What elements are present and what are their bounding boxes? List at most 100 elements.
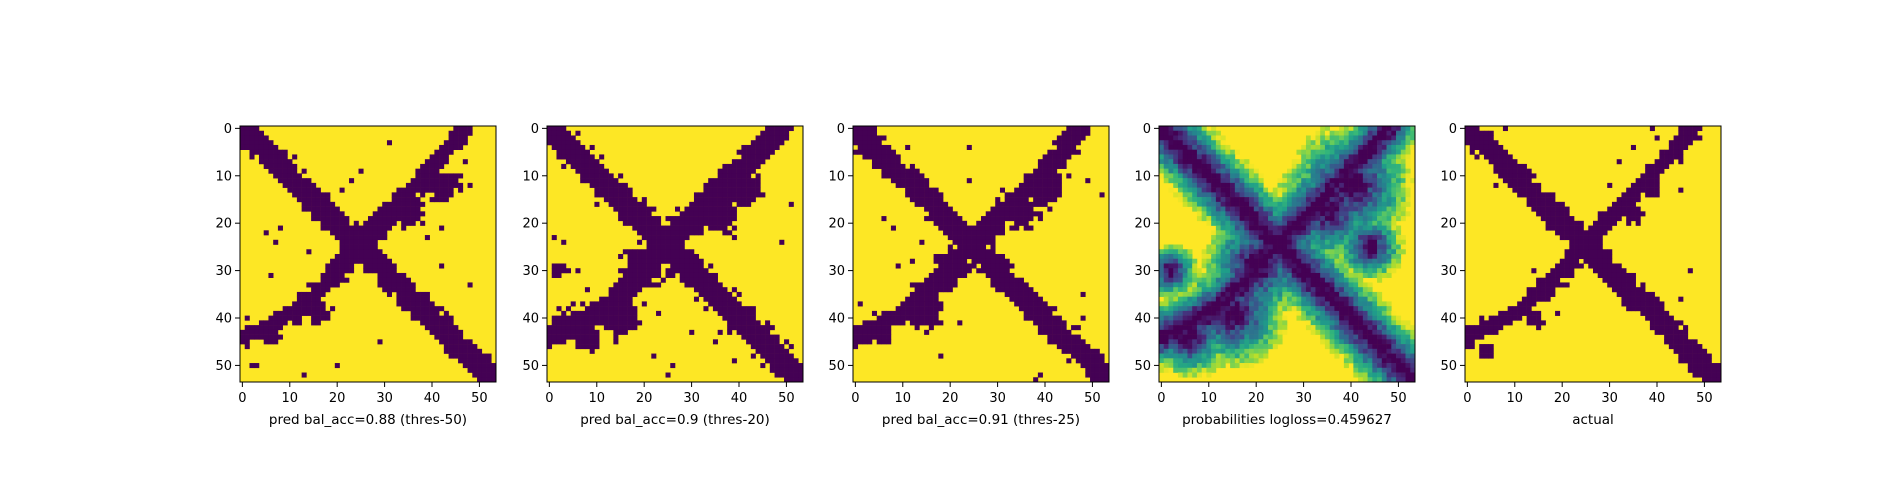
heatmap-cell <box>1159 130 1165 136</box>
heatmap-cell <box>1192 348 1198 354</box>
heatmap-cell <box>603 296 609 302</box>
heatmap-cell <box>570 301 576 307</box>
heatmap-cell <box>1230 159 1236 165</box>
heatmap-cell <box>1400 244 1406 250</box>
heatmap-cell <box>1305 291 1311 297</box>
heatmap-cell <box>736 325 742 331</box>
heatmap-cell <box>1187 130 1193 136</box>
heatmap-cell <box>1339 348 1345 354</box>
heatmap-cell <box>1206 182 1212 188</box>
heatmap-cell <box>1009 282 1015 288</box>
heatmap-cell <box>1396 334 1402 340</box>
heatmap-cell <box>580 310 586 316</box>
heatmap-cell <box>895 320 901 326</box>
x-tick-label: 30 <box>376 391 393 406</box>
heatmap-cell <box>1396 182 1402 188</box>
heatmap-cell <box>325 197 331 203</box>
heatmap-cell <box>386 263 392 269</box>
heatmap-cell <box>429 329 435 335</box>
heatmap-cell <box>1296 277 1302 283</box>
heatmap-cell <box>306 291 312 297</box>
heatmap-cell <box>603 301 609 307</box>
heatmap-cell <box>1037 182 1043 188</box>
heatmap-cell <box>1037 296 1043 302</box>
heatmap-cell <box>1353 211 1359 217</box>
heatmap-cell <box>1196 339 1202 345</box>
heatmap-cell <box>1173 339 1179 345</box>
heatmap-cell <box>1386 306 1392 312</box>
heatmap-cell <box>1301 173 1307 179</box>
heatmap-cell <box>1358 211 1364 217</box>
heatmap-cell <box>1028 211 1034 217</box>
heatmap-cell <box>1094 363 1100 369</box>
heatmap-cell <box>1159 135 1165 141</box>
heatmap-cell <box>618 301 624 307</box>
heatmap-cell <box>1239 291 1245 297</box>
heatmap-cell <box>1163 282 1169 288</box>
heatmap-cell <box>315 310 321 316</box>
heatmap-cell <box>368 244 374 250</box>
heatmap-cell <box>632 249 638 255</box>
heatmap-cell <box>1301 263 1307 269</box>
heatmap-cell <box>415 168 421 174</box>
heatmap-cell <box>760 135 766 141</box>
heatmap-cell <box>344 263 350 269</box>
heatmap-cell <box>1239 282 1245 288</box>
heatmap-cell <box>938 197 944 203</box>
heatmap-cell <box>722 315 728 321</box>
heatmap-cell <box>651 268 657 274</box>
heatmap-cell <box>1282 192 1288 198</box>
heatmap-cell <box>1206 249 1212 255</box>
heatmap-cell <box>1234 315 1240 321</box>
heatmap-cell <box>453 334 459 340</box>
heatmap-cell <box>1531 173 1537 179</box>
heatmap-cell <box>1258 296 1264 302</box>
heatmap-cell <box>1305 263 1311 269</box>
heatmap-cell <box>1474 126 1480 132</box>
heatmap-cell <box>1206 329 1212 335</box>
heatmap-cell <box>1258 192 1264 198</box>
heatmap-cell <box>1159 258 1165 264</box>
heatmap-cell <box>675 239 681 245</box>
heatmap-cell <box>1173 325 1179 331</box>
heatmap-cell <box>1244 211 1250 217</box>
heatmap-cell <box>443 159 449 165</box>
heatmap-cell <box>622 220 628 226</box>
heatmap-cell <box>1381 159 1387 165</box>
heatmap-cell <box>1239 258 1245 264</box>
heatmap-cell <box>779 363 785 369</box>
heatmap-cell <box>1239 315 1245 321</box>
heatmap-cell <box>928 301 934 307</box>
heatmap-cell <box>890 225 896 231</box>
heatmap-cell <box>339 230 345 236</box>
heatmap-cell <box>646 225 652 231</box>
heatmap-cell <box>1353 334 1359 340</box>
heatmap-cell <box>315 296 321 302</box>
heatmap-cell <box>656 282 662 288</box>
heatmap-cell <box>1291 272 1297 278</box>
heatmap-cell <box>779 372 785 378</box>
heatmap-cell <box>1192 363 1198 369</box>
heatmap-cell <box>1206 163 1212 169</box>
heatmap-cell <box>292 306 298 312</box>
heatmap-cell <box>1310 244 1316 250</box>
heatmap-cell <box>249 325 255 331</box>
heatmap-cell <box>594 301 600 307</box>
heatmap-cell <box>1230 149 1236 155</box>
heatmap-cell <box>651 225 657 231</box>
heatmap-cell <box>1168 244 1174 250</box>
heatmap-cell <box>589 154 595 160</box>
heatmap-cell <box>1206 282 1212 288</box>
heatmap-cell <box>1391 149 1397 155</box>
heatmap-cell <box>1502 173 1508 179</box>
heatmap-cell <box>344 220 350 226</box>
heatmap-cell <box>1206 140 1212 146</box>
heatmap-cell <box>1104 363 1110 369</box>
heatmap-cell <box>1469 130 1475 136</box>
heatmap-cell <box>1230 230 1236 236</box>
heatmap-cell <box>1014 201 1020 207</box>
heatmap-cell <box>486 353 492 359</box>
heatmap-cell <box>1225 239 1231 245</box>
heatmap-cell <box>439 334 445 340</box>
heatmap-cell <box>1163 367 1169 373</box>
